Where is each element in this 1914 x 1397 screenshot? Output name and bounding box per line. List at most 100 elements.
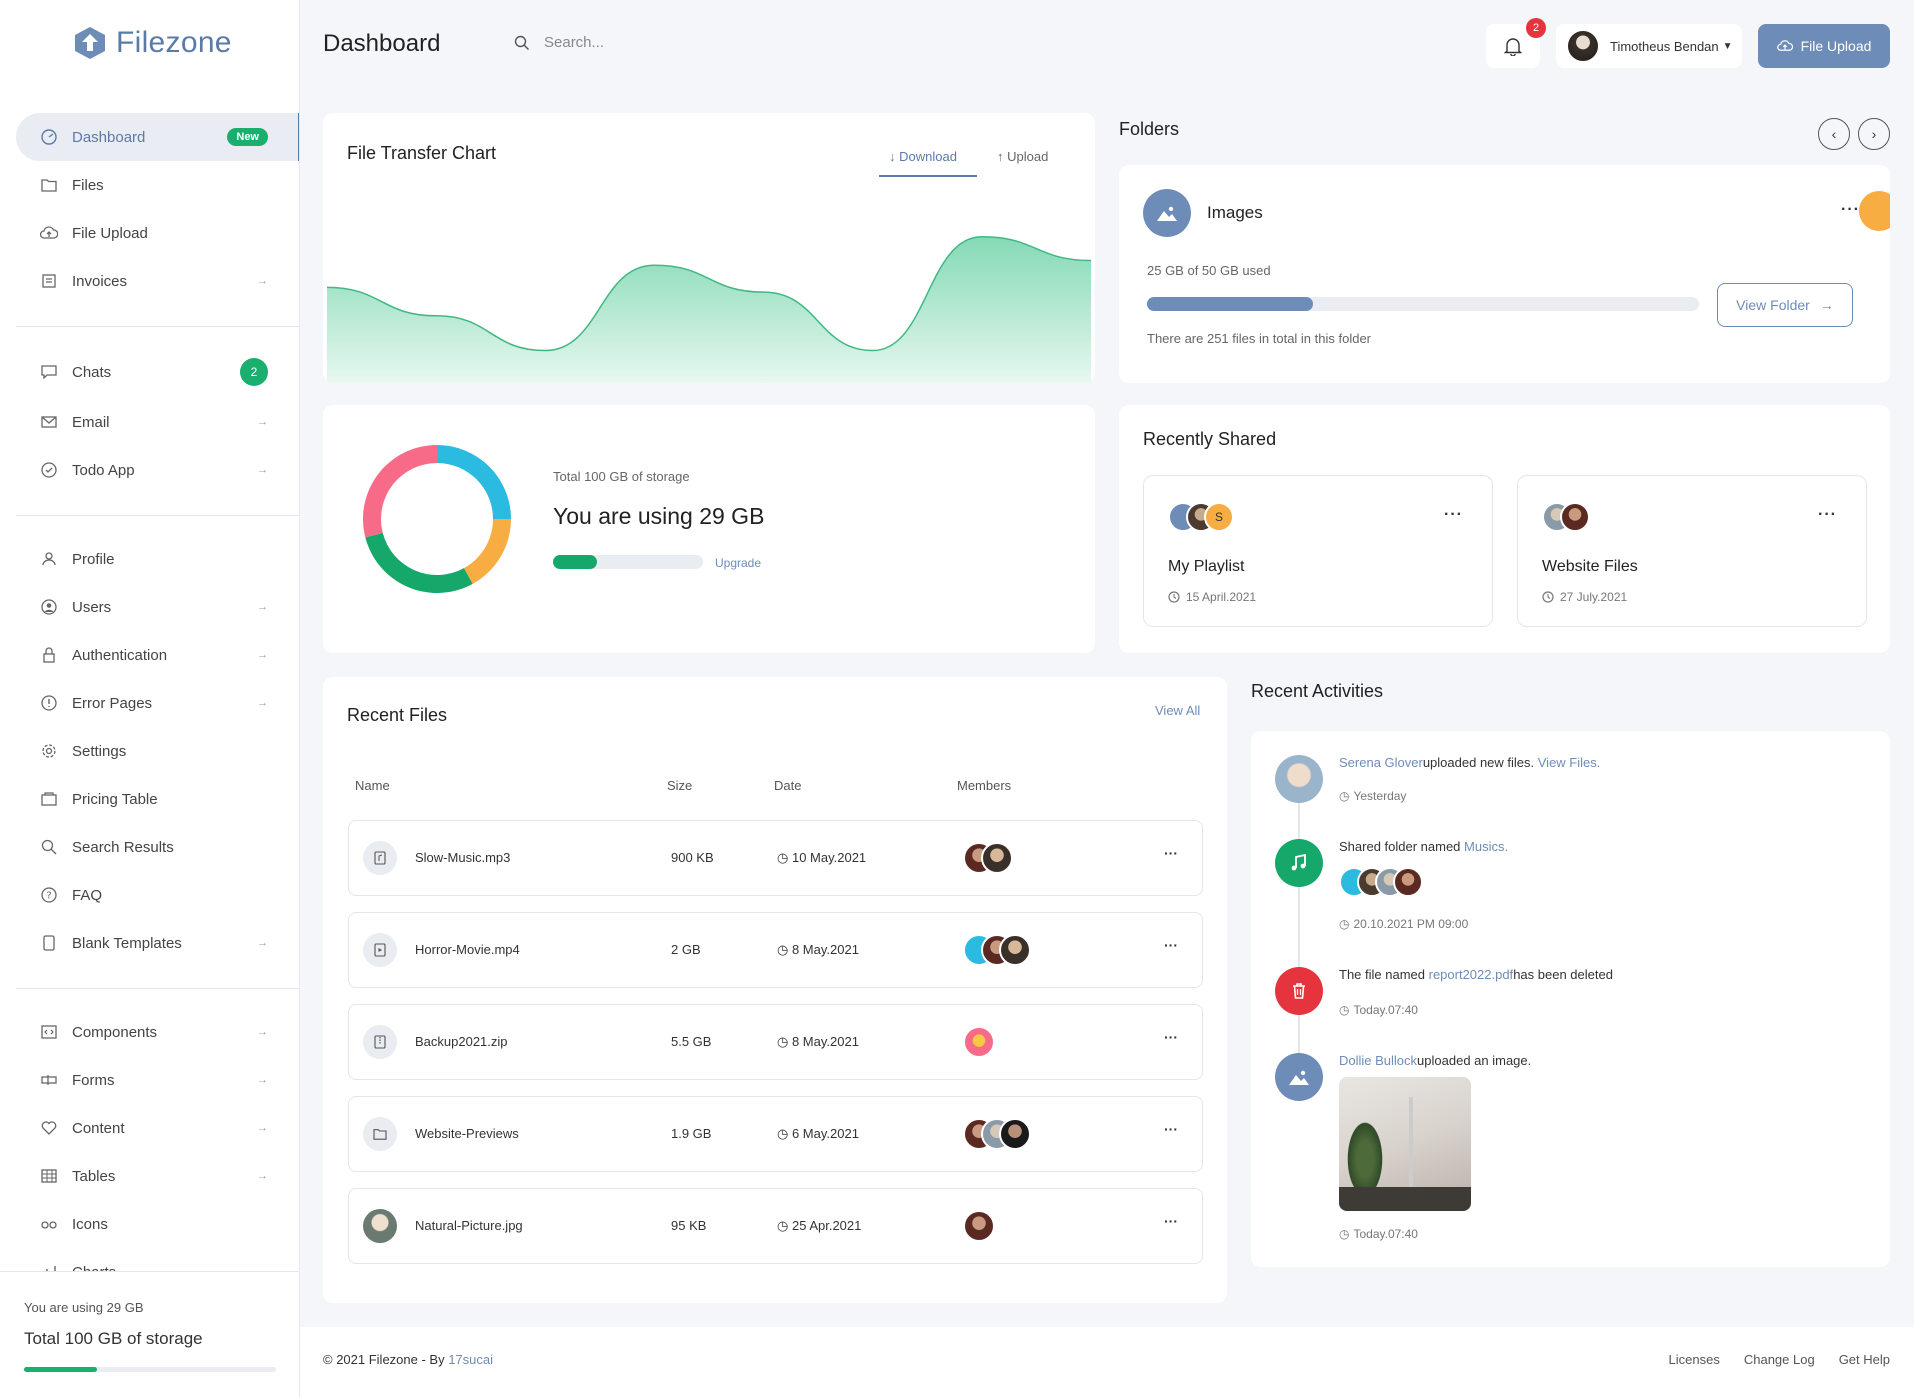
activity-link[interactable]: report2022.pdf [1428,967,1514,982]
row-more-icon[interactable]: ··· [1164,1213,1178,1229]
activity-time-text: 20.10.2021 PM 09:00 [1353,917,1469,931]
clock-icon: ◷ [1339,1227,1350,1241]
table-row[interactable]: Slow-Music.mp3 900 KB ◷ 10 May.2021 ··· [348,820,1203,896]
clock-icon: ◷ [1339,789,1350,803]
arrow-right-icon: → [257,1122,268,1134]
shared-more-icon[interactable]: ··· [1818,506,1837,523]
sidebar-item-faq[interactable]: ? FAQ [16,871,299,919]
avatar [1275,755,1323,803]
shared-item-website-files[interactable]: ··· Website Files 27 July.2021 [1517,475,1867,627]
file-upload-button[interactable]: File Upload [1758,24,1890,68]
arrow-right-icon: → [257,275,268,287]
row-more-icon[interactable]: ··· [1164,845,1178,861]
sidebar-item-blank-templates[interactable]: Blank Templates → [16,919,299,967]
sidebar-item-tables[interactable]: Tables → [16,1152,299,1200]
footer-link-licenses[interactable]: Licenses [1668,1352,1720,1367]
sidebar-item-email[interactable]: Email → [16,398,299,446]
storage-usage-bar [553,555,703,569]
footer-author-link[interactable]: 17sucai [448,1352,494,1367]
sidebar-item-dashboard[interactable]: Dashboard New [16,113,299,161]
sidebar-item-authentication[interactable]: Authentication → [16,631,299,679]
upgrade-link[interactable]: Upgrade [715,556,762,570]
file-size: 1.9 GB [671,1126,712,1141]
sidebar-item-icons[interactable]: Icons [16,1200,299,1248]
donut-slice-3 [363,445,437,538]
activity-actor[interactable]: Serena Glover [1339,755,1423,770]
plant-shape [1345,1117,1385,1187]
shared-more-icon[interactable]: ··· [1444,506,1463,523]
dashboard-icon [40,128,58,146]
logo[interactable]: Filezone [74,26,232,60]
activity-link[interactable]: View Files. [1537,755,1601,770]
mail-icon [40,413,58,431]
sidebar-item-search-results[interactable]: Search Results [16,823,299,871]
music-file-icon [363,841,397,875]
storage-progress-fill [24,1367,98,1372]
search-input[interactable]: Search... [544,34,605,51]
chevron-left-icon: ‹ [1831,126,1837,142]
avatar [1566,29,1600,63]
sidebar-item-forms[interactable]: Forms → [16,1056,299,1104]
footer-copyright: © 2021 Filezone - By 17sucai [323,1352,493,1367]
shared-item-date-text: 15 April.2021 [1186,590,1257,604]
arrow-right-icon: → [257,1074,268,1086]
activity-actor[interactable]: Dollie Bullock [1339,1053,1418,1068]
folder-more-icon[interactable]: ··· [1841,201,1860,218]
table-row[interactable]: Horror-Movie.mp4 2 GB ◷ 8 May.2021 ··· [348,912,1203,988]
component-icon [40,1023,58,1041]
sidebar-item-label: Content [72,1119,125,1137]
footer-link-change-log[interactable]: Change Log [1743,1352,1815,1367]
folders-prev-button[interactable]: ‹ [1818,118,1850,150]
file-name: Natural-Picture.jpg [415,1218,523,1233]
search-icon [40,838,58,856]
activity-link[interactable]: Musics. [1464,839,1509,854]
sidebar-item-files[interactable]: Files [16,161,299,209]
tab-upload[interactable]: ↑ Upload [997,149,1048,164]
sidebar-item-pricing-table[interactable]: Pricing Table [16,775,299,823]
shared-item-my-playlist[interactable]: S ··· My Playlist 15 April.2021 [1143,475,1493,627]
tab-download[interactable]: ↓ Download [889,149,957,164]
folders-title: Folders [1119,119,1180,139]
clock-icon: ◷ [777,1034,789,1049]
sidebar-item-file-upload[interactable]: File Upload [16,209,299,257]
sidebar-item-users[interactable]: Users → [16,583,299,631]
sidebar-storage: You are using 29 GB Total 100 GB of stor… [0,1271,299,1397]
sidebar-item-components[interactable]: Components → [16,1008,299,1056]
file-date-text: 6 May.2021 [791,1126,859,1141]
activity-text: Dollie Bullockuploaded an image. [1339,1053,1531,1068]
table-row[interactable]: Natural-Picture.jpg 95 KB ◷ 25 Apr.2021 … [348,1188,1203,1264]
sidebar-item-todo-app[interactable]: Todo App → [16,446,299,494]
file-date: ◷ 6 May.2021 [777,1126,859,1142]
folders-next-button[interactable]: › [1858,118,1890,150]
file-date: ◷ 8 May.2021 [777,942,859,958]
user-menu[interactable]: Timotheus Bendan ▼ [1556,24,1742,68]
sidebar-item-invoices[interactable]: Invoices → [16,257,299,305]
folder-name: Images [1207,203,1263,222]
sidebar-item-error-pages[interactable]: Error Pages → [16,679,299,727]
activity-desc: has been deleted [1513,967,1613,982]
footer-link-get-help[interactable]: Get Help [1838,1352,1890,1367]
sidebar-item-label: Tables [72,1167,116,1185]
search-bar[interactable]: Search... [514,34,604,51]
notification-button[interactable]: 2 [1486,18,1546,68]
view-folder-button[interactable]: View Folder → [1717,283,1853,327]
table-row[interactable]: Website-Previews 1.9 GB ◷ 6 May.2021 ··· [348,1096,1203,1172]
gear-icon [40,742,58,760]
activity-image[interactable] [1339,1077,1471,1211]
shared-members: S [1168,502,1234,532]
brand-name: Filezone [116,26,232,59]
table-row[interactable]: Backup2021.zip 5.5 GB ◷ 8 May.2021 ··· [348,1004,1203,1080]
arrow-right-icon: → [257,464,268,476]
shared-members [1542,502,1590,532]
shared-item-date-text: 27 July.2021 [1560,590,1628,604]
row-more-icon[interactable]: ··· [1164,937,1178,953]
sidebar-item-chats[interactable]: Chats 2 [16,348,299,396]
row-more-icon[interactable]: ··· [1164,1121,1178,1137]
sidebar-item-content[interactable]: Content → [16,1104,299,1152]
sidebar-item-profile[interactable]: Profile [16,535,299,583]
sidebar-item-label: Email [72,413,110,431]
view-all-link[interactable]: View All [1155,703,1201,718]
sidebar-item-settings[interactable]: Settings [16,727,299,775]
trash-icon [1275,967,1323,1015]
row-more-icon[interactable]: ··· [1164,1029,1178,1045]
